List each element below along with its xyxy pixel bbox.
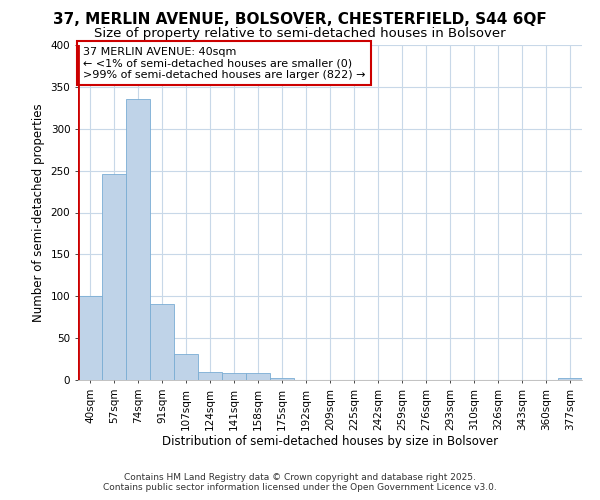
Text: 37 MERLIN AVENUE: 40sqm
← <1% of semi-detached houses are smaller (0)
>99% of se: 37 MERLIN AVENUE: 40sqm ← <1% of semi-de… <box>83 46 365 80</box>
Bar <box>198 372 222 380</box>
Y-axis label: Number of semi-detached properties: Number of semi-detached properties <box>32 103 45 322</box>
Bar <box>174 354 198 380</box>
X-axis label: Distribution of semi-detached houses by size in Bolsover: Distribution of semi-detached houses by … <box>162 436 498 448</box>
Bar <box>222 374 246 380</box>
Bar <box>270 378 294 380</box>
Text: 37, MERLIN AVENUE, BOLSOVER, CHESTERFIELD, S44 6QF: 37, MERLIN AVENUE, BOLSOVER, CHESTERFIEL… <box>53 12 547 28</box>
Text: Size of property relative to semi-detached houses in Bolsover: Size of property relative to semi-detach… <box>94 28 506 40</box>
Text: Contains HM Land Registry data © Crown copyright and database right 2025.
Contai: Contains HM Land Registry data © Crown c… <box>103 473 497 492</box>
Bar <box>246 374 270 380</box>
Bar <box>558 378 582 380</box>
Bar <box>102 174 126 380</box>
Bar <box>126 100 150 380</box>
Bar <box>78 296 102 380</box>
Bar <box>150 304 174 380</box>
